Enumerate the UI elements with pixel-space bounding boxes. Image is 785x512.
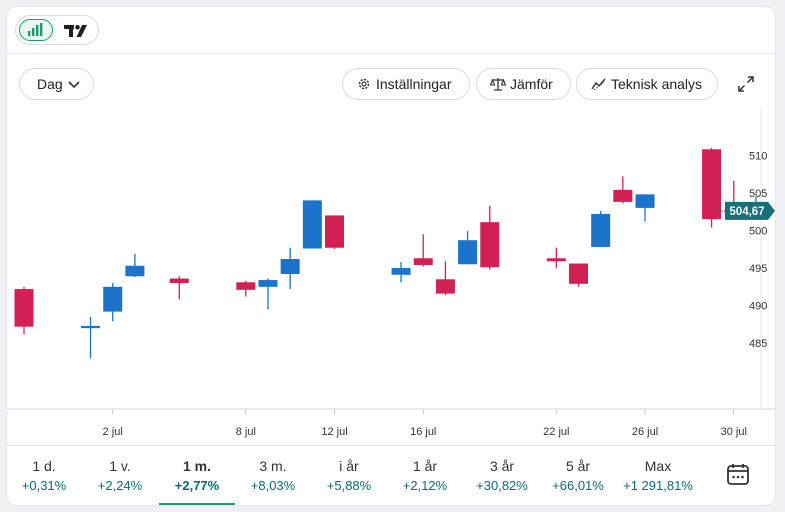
candle-up	[635, 194, 655, 208]
candle-up	[81, 325, 101, 329]
signal-bars-icon	[28, 23, 43, 36]
candle-down	[480, 222, 500, 268]
last-price-badge	[725, 201, 775, 220]
y-tick-label: 485	[749, 338, 767, 350]
candle-down	[169, 278, 189, 284]
range-tab-label: 3 m.	[259, 458, 287, 474]
range-tab-change: +2,77%	[174, 478, 220, 493]
candle-down	[613, 189, 633, 202]
active-tab-indicator	[159, 503, 235, 505]
candle-down	[325, 215, 345, 248]
candle-down	[546, 258, 566, 262]
range-tab-change: +0,31%	[21, 478, 67, 493]
compare-button[interactable]: Jämför	[476, 68, 571, 100]
range-tab[interactable]: Max +1 291,81%	[613, 446, 703, 505]
range-tab[interactable]: 3 år +30,82%	[467, 446, 537, 505]
range-tab-change: +1 291,81%	[623, 478, 693, 493]
x-tick-label: 8 jul	[236, 426, 256, 438]
candle-down	[413, 258, 433, 266]
range-tab-change: +5,88%	[326, 478, 372, 493]
range-tab-label: Max	[644, 458, 672, 474]
x-tick-label: 2 jul	[103, 426, 123, 438]
range-tab-change: +2,24%	[97, 478, 143, 493]
range-tab-change: +30,82%	[476, 478, 528, 493]
technical-analysis-label: Teknisk analys	[611, 76, 703, 92]
compare-label: Jämför	[510, 76, 553, 92]
candle-down	[702, 149, 722, 220]
candle-up	[125, 265, 145, 277]
candle-down	[435, 279, 455, 294]
y-tick-label: 510	[749, 150, 767, 162]
header-divider	[7, 53, 775, 54]
x-tick-label: 26 jul	[632, 426, 658, 438]
candle-down	[569, 263, 588, 284]
settings-button[interactable]: Inställningar	[342, 68, 470, 100]
range-tab[interactable]: i år +5,88%	[314, 446, 384, 505]
candle-down	[14, 289, 34, 327]
x-tick-label: 16 jul	[410, 426, 436, 438]
range-tab-change: +66,01%	[552, 478, 604, 493]
x-tick-label: 22 jul	[543, 426, 569, 438]
stock-chart-card: Dag Inställningar Jämför Teknisk analys	[7, 7, 775, 505]
range-tab[interactable]: 1 m. +2,77%	[159, 446, 235, 505]
range-tab[interactable]: 1 v. +2,24%	[85, 446, 155, 505]
range-tab[interactable]: 1 d. +0,31%	[9, 446, 79, 505]
candle-up	[258, 280, 278, 287]
range-tab-label: 5 år	[565, 458, 591, 474]
range-tab-label: i år	[339, 458, 359, 474]
candlestick-chart[interactable]: 485 490 495 500 505 510 2 jul 8 jul 12 jul 16 jul…	[7, 7, 775, 445]
settings-label: Inställningar	[376, 76, 452, 92]
interval-dropdown[interactable]: Dag	[19, 68, 94, 100]
x-tick-label: 30 jul	[721, 426, 747, 438]
range-tab-label: 1 m.	[182, 458, 211, 474]
range-tab-label: 3 år	[489, 458, 515, 474]
y-tick-label: 500	[749, 225, 767, 237]
y-tick-label: 490	[749, 301, 767, 313]
trend-line-icon	[591, 78, 606, 91]
range-tab[interactable]: 3 m. +8,03%	[238, 446, 308, 505]
range-tab[interactable]: 5 år +66,01%	[543, 446, 613, 505]
candle-up	[458, 240, 478, 265]
chevron-down-icon	[68, 81, 80, 89]
tradingview-logo-icon[interactable]	[62, 20, 90, 42]
range-tabs: 1 d. +0,31% 1 v. +2,24% 1 m. +2,77% 3 m. +8,03%…	[7, 445, 775, 505]
candle-up	[103, 286, 123, 312]
chart-style-toggle	[15, 15, 99, 45]
x-tick-label: 12 jul	[321, 426, 347, 438]
candle-up	[391, 268, 411, 275]
scale-icon	[490, 78, 506, 91]
technical-analysis-button[interactable]: Teknisk analys	[576, 68, 718, 100]
candle-up	[302, 200, 322, 249]
candle-up	[280, 259, 300, 275]
last-price-label: 504,67	[729, 206, 764, 218]
gear-icon	[358, 78, 370, 90]
bar-chart-style-button[interactable]	[19, 19, 53, 41]
candle-up	[591, 213, 611, 247]
range-tab-label: 1 d.	[32, 458, 56, 474]
range-tab[interactable]: 1 år +2,12%	[390, 446, 460, 505]
y-tick-label: 505	[749, 188, 767, 200]
range-tab-label: 1 v.	[109, 458, 131, 474]
expand-icon[interactable]	[737, 75, 755, 93]
interval-label: Dag	[37, 76, 63, 92]
calendar-icon[interactable]	[726, 462, 750, 486]
candle-down	[236, 282, 256, 290]
y-tick-label: 495	[749, 263, 767, 275]
range-tab-label: 1 år	[412, 458, 438, 474]
range-tab-change: +8,03%	[250, 478, 296, 493]
range-tab-change: +2,12%	[402, 478, 448, 493]
